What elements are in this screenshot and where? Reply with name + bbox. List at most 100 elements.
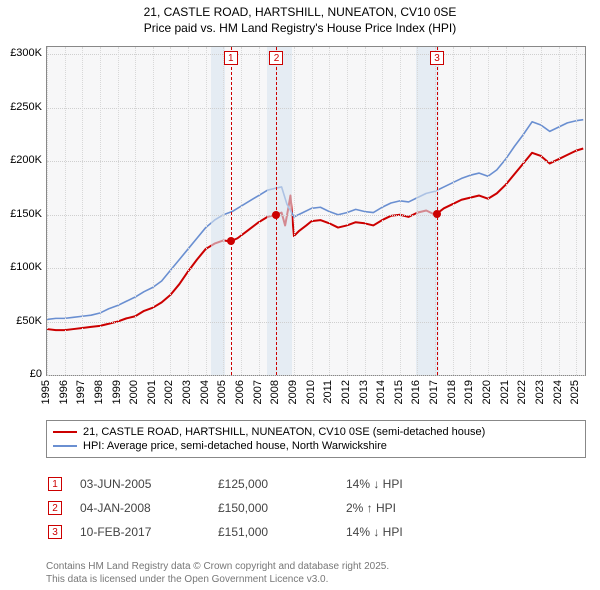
event-date: 04-JAN-2008 [80,501,200,515]
grid-line-h [47,215,585,216]
x-tick-label: 2009 [287,380,299,404]
x-tick-label: 2008 [269,380,281,404]
x-tick-label: 2006 [234,380,246,404]
x-tick-label: 2004 [199,380,211,404]
recession-shade [267,47,292,375]
event-delta-vs-hpi: 14% ↓ HPI [346,525,403,539]
grid-line-v [170,47,171,375]
grid-line-v [65,47,66,375]
y-tick-label: £200K [0,154,44,166]
grid-line-v [206,47,207,375]
event-marker-badge: 3 [430,51,444,65]
y-tick-label: £100K [0,261,44,273]
grid-line-v [135,47,136,375]
series-hpi [47,120,583,320]
y-tick-label: £0 [0,368,44,380]
x-tick-label: 2016 [410,380,422,404]
grid-line-v [541,47,542,375]
x-tick-label: 2001 [146,380,158,404]
grid-line-v [259,47,260,375]
x-tick-label: 2023 [534,380,546,404]
x-tick-label: 2005 [216,380,228,404]
event-marker-line [231,47,232,375]
grid-line-v [294,47,295,375]
x-tick-label: 2014 [375,380,387,404]
grid-line-h [47,108,585,109]
chart-plot-area: 1 2 3 [46,46,586,376]
event-price: £150,000 [218,501,328,515]
grid-line-v [559,47,560,375]
grid-line-h [47,322,585,323]
x-tick-label: 1995 [40,380,52,404]
attribution-footer: Contains HM Land Registry data © Crown c… [46,560,586,586]
x-tick-label: 2021 [499,380,511,404]
grid-line-v [47,47,48,375]
x-tick-label: 2017 [428,380,440,404]
x-tick-label: 2002 [163,380,175,404]
grid-line-v [312,47,313,375]
x-tick-label: 2025 [569,380,581,404]
x-tick-label: 2018 [446,380,458,404]
y-tick-label: £300K [0,47,44,59]
grid-line-v [470,47,471,375]
x-tick-label: 2007 [252,380,264,404]
grid-line-v [417,47,418,375]
legend-item: HPI: Average price, semi-detached house,… [53,439,579,453]
event-badge: 2 [48,501,62,515]
legend-swatch [53,431,77,433]
x-tick-label: 2012 [340,380,352,404]
x-tick-label: 2020 [481,380,493,404]
event-date: 10-FEB-2017 [80,525,200,539]
grid-line-v [347,47,348,375]
grid-line-v [241,47,242,375]
grid-line-v [100,47,101,375]
event-marker-badge: 1 [224,51,238,65]
grid-line-v [329,47,330,375]
x-tick-label: 1996 [58,380,70,404]
y-tick-label: £150K [0,208,44,220]
x-tick-label: 2013 [358,380,370,404]
x-tick-label: 2003 [181,380,193,404]
title-line-1: 21, CASTLE ROAD, HARTSHILL, NUNEATON, CV… [0,4,600,20]
x-tick-label: 2011 [322,380,334,404]
grid-line-h [47,268,585,269]
footer-line-1: Contains HM Land Registry data © Crown c… [46,560,586,573]
event-delta-vs-hpi: 14% ↓ HPI [346,477,403,491]
grid-line-h [47,54,585,55]
legend-swatch [53,445,77,447]
grid-line-v [382,47,383,375]
event-table: 103-JUN-2005£125,00014% ↓ HPI204-JAN-200… [46,472,586,544]
event-marker-badge: 2 [269,51,283,65]
grid-line-v [118,47,119,375]
grid-line-v [400,47,401,375]
grid-line-v [153,47,154,375]
grid-line-v [506,47,507,375]
y-tick-label: £250K [0,101,44,113]
grid-line-v [523,47,524,375]
grid-line-v [576,47,577,375]
footer-line-2: This data is licensed under the Open Gov… [46,573,586,586]
x-tick-label: 1998 [93,380,105,404]
event-marker-dot [272,211,280,219]
event-row: 2 04-JAN-2008 £150,000 2% ↑ HPI [46,496,586,520]
x-tick-label: 2010 [305,380,317,404]
grid-line-v [82,47,83,375]
x-tick-label: 2015 [393,380,405,404]
x-tick-label: 1997 [75,380,87,404]
event-price: £125,000 [218,477,328,491]
x-tick-label: 2024 [552,380,564,404]
y-tick-label: £50K [0,315,44,327]
chart-legend: 21, CASTLE ROAD, HARTSHILL, NUNEATON, CV… [46,420,586,458]
event-badge: 1 [48,477,62,491]
title-line-2: Price paid vs. HM Land Registry's House … [0,20,600,36]
chart-lines-svg [47,47,585,375]
event-marker-dot [227,237,235,245]
grid-line-h [47,161,585,162]
grid-line-v [188,47,189,375]
event-row: 3 10-FEB-2017 £151,000 14% ↓ HPI [46,520,586,544]
legend-item: 21, CASTLE ROAD, HARTSHILL, NUNEATON, CV… [53,425,579,439]
event-delta-vs-hpi: 2% ↑ HPI [346,501,396,515]
event-badge: 3 [48,525,62,539]
event-price: £151,000 [218,525,328,539]
event-row: 103-JUN-2005£125,00014% ↓ HPI [46,472,586,496]
